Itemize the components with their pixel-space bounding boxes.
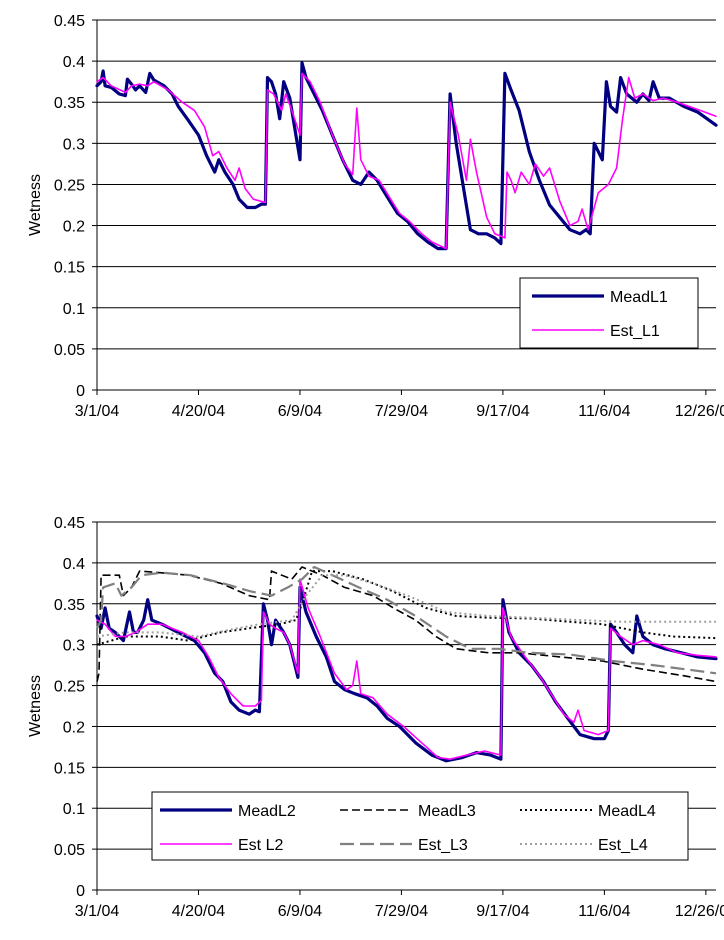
chart-bottom-legend-label: MeadL3 (418, 803, 476, 820)
chart-top-legend: MeadL1 Est_L1 (519, 277, 699, 349)
chart-bottom-x-tick-label: 7/29/04 (375, 903, 428, 920)
chart-bottom-x-tick-label: 3/1/04 (75, 903, 120, 920)
chart-bottom-legend-label: Est_L4 (598, 837, 648, 854)
chart-bottom-x-tick-label: 12/26/04 (675, 903, 724, 920)
chart-bottom: 0 0.05 0.1 0.15 0.2 0.25 0.3 0.35 0.4 0.45 Wetness… (27, 515, 724, 920)
chart-bottom-series-est-l4 (96, 574, 716, 638)
chart-top-x-tick-label: 3/1/04 (75, 403, 120, 420)
chart-top-y-tick-label: 0.35 (54, 95, 85, 112)
chart-top-y-tick-label: 0.45 (54, 13, 85, 30)
chart-top-series-est-l1 (96, 72, 717, 250)
chart-top-y-axis-title: Wetness (27, 174, 44, 236)
chart-bottom-y-tick-label: 0.1 (63, 801, 85, 818)
chart-bottom-series-group (95, 565, 718, 763)
chart-bottom-y-tick-label: 0.45 (54, 515, 85, 532)
chart-top-x-tick-label: 7/29/04 (375, 403, 428, 420)
chart-bottom-x-tick-label: 11/6/04 (578, 903, 630, 920)
chart-top-y-axis: 0 0.05 0.1 0.15 0.2 0.25 0.3 0.35 0.4 0.45 (54, 13, 716, 400)
chart-top-y-tick-label: 0.4 (63, 54, 85, 71)
chart-bottom-series-meadl3 (96, 566, 717, 683)
chart-top-x-tick-label: 6/9/04 (278, 403, 323, 420)
chart-bottom-legend: MeadL2 MeadL3 MeadL4 Est L2 Est_L3 Est_L4 (151, 791, 689, 861)
chart-top-y-tick-label: 0.05 (54, 342, 85, 359)
chart-top-y-tick-label: 0 (76, 383, 85, 400)
chart-bottom-y-tick-label: 0.35 (54, 597, 85, 614)
chart-top-x-axis: 3/1/04 4/20/04 6/9/04 7/29/04 9/17/04 11/6/04… (75, 389, 724, 420)
chart-top-x-tick-label: 12/26/04 (675, 403, 724, 420)
chart-bottom-series-est-l3 (96, 565, 717, 675)
chart-top-x-tick-label: 4/20/04 (172, 403, 225, 420)
chart-top-legend-label: MeadL1 (610, 289, 668, 306)
chart-bottom-legend-label: Est_L3 (418, 837, 468, 854)
chart-bottom-y-tick-label: 0.4 (63, 556, 85, 573)
chart-top-series-group (95, 61, 718, 251)
chart-bottom-series-meadl2 (95, 585, 718, 763)
chart-bottom-series-est-l2 (96, 578, 717, 760)
chart-bottom-y-tick-label: 0.05 (54, 842, 85, 859)
chart-top-y-tick-label: 0.25 (54, 177, 85, 194)
chart-top-y-tick-label: 0.3 (63, 136, 85, 153)
chart-top-y-tick-label: 0.1 (63, 301, 85, 318)
chart-bottom-x-tick-label: 9/17/04 (476, 903, 529, 920)
chart-bottom-series-meadl4 (96, 570, 717, 646)
chart-bottom-y-axis-title: Wetness (27, 675, 44, 737)
chart-bottom-x-tick-label: 6/9/04 (278, 903, 323, 920)
chart-bottom-y-tick-label: 0.3 (63, 638, 85, 655)
chart-top-y-tick-label: 0.15 (54, 260, 85, 277)
chart-bottom-legend-label: MeadL2 (238, 803, 296, 820)
chart-top-x-tick-label: 9/17/04 (476, 403, 529, 420)
chart-top-series-meadl1 (95, 61, 718, 251)
chart-bottom-x-tick-label: 4/20/04 (172, 903, 225, 920)
chart-bottom-y-tick-label: 0.25 (54, 679, 85, 696)
chart-bottom-y-tick-label: 0.2 (63, 719, 85, 736)
chart-top-y-tick-label: 0.2 (63, 219, 85, 236)
chart-top: 0 0.05 0.1 0.15 0.2 0.25 0.3 0.35 0.4 0.45 Wetness… (27, 13, 724, 420)
chart-bottom-legend-label: Est L2 (238, 837, 283, 854)
chart-bottom-x-axis: 3/1/04 4/20/04 6/9/04 7/29/04 9/17/04 11/6/04… (75, 889, 724, 920)
chart-top-legend-box (519, 277, 699, 349)
chart-bottom-legend-box (151, 791, 689, 861)
chart-bottom-y-tick-label: 0 (76, 883, 85, 900)
chart-top-legend-label: Est_L1 (610, 323, 660, 340)
chart-bottom-y-tick-label: 0.15 (54, 760, 85, 777)
chart-top-x-tick-label: 11/6/04 (578, 403, 630, 420)
chart-bottom-legend-label: MeadL4 (598, 803, 656, 820)
